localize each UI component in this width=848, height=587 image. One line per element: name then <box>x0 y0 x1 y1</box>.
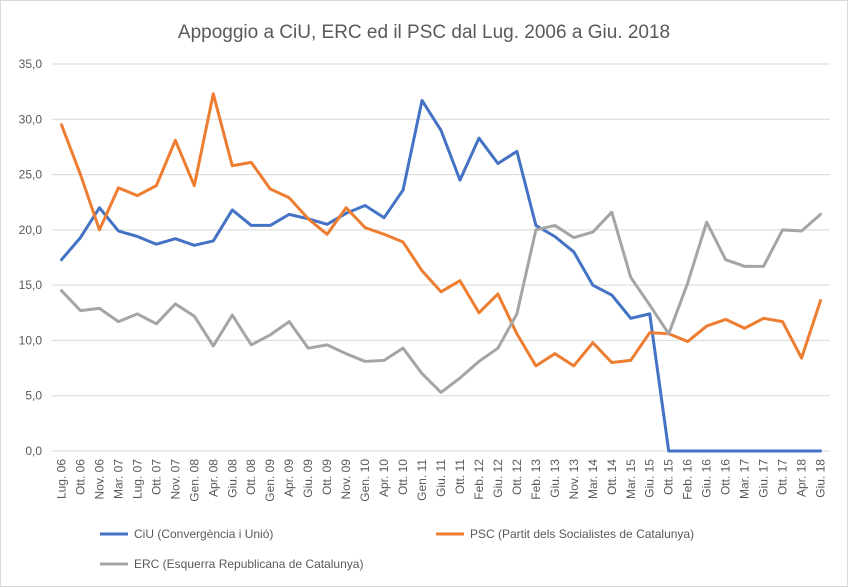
x-tick-label: Apr. 10 <box>377 459 391 497</box>
y-tick-label: 10,0 <box>19 333 43 347</box>
x-tick-label: Nov. 07 <box>168 459 182 500</box>
x-tick-label: Feb. 12 <box>472 459 486 500</box>
x-tick-label: Giu. 08 <box>225 459 239 498</box>
x-tick-label: Gen. 09 <box>263 459 277 502</box>
x-tick-label: Giu. 09 <box>301 459 315 498</box>
x-tick-label: Lug. 07 <box>130 459 144 499</box>
y-tick-label: 35,0 <box>19 57 43 71</box>
x-tick-label: Mar. 17 <box>738 459 752 499</box>
x-tick-label: Giu. 13 <box>548 459 562 498</box>
x-tick-label: Ott. 17 <box>776 459 790 495</box>
x-tick-label: Ott. 07 <box>149 459 163 495</box>
x-tick-label: Apr. 08 <box>206 459 220 497</box>
x-tick-label: Giu. 12 <box>491 459 505 498</box>
x-tick-label: Nov. 13 <box>567 459 581 500</box>
x-tick-label: Giu. 15 <box>643 459 657 498</box>
x-tick-label: Nov. 06 <box>92 459 106 500</box>
x-tick-label: Giu. 11 <box>434 459 448 497</box>
line-series <box>59 98 823 453</box>
x-tick-label: Ott. 15 <box>662 459 676 495</box>
line-series <box>59 210 823 394</box>
y-tick-label: 5,0 <box>25 389 42 403</box>
chart-title: Appoggio a CiU, ERC ed il PSC dal Lug. 2… <box>178 22 670 43</box>
x-tick-label: Mar. 07 <box>111 459 125 499</box>
x-tick-label: Giu. 16 <box>700 459 714 498</box>
x-tick-label: Ott. 14 <box>605 459 619 495</box>
y-tick-label: 15,0 <box>19 278 43 292</box>
x-tick-label: Ott. 11 <box>453 459 467 494</box>
x-tick-label: Ott. 12 <box>510 459 524 495</box>
x-tick-label: Giu. 18 <box>814 459 828 498</box>
x-tick-label: Feb. 16 <box>681 459 695 500</box>
x-tick-label: Lug. 06 <box>54 459 68 499</box>
x-tick-label: Gen. 10 <box>358 459 372 502</box>
y-tick-label: 25,0 <box>19 168 43 182</box>
x-tick-label: Ott. 16 <box>719 459 733 495</box>
x-tick-label: Ott. 10 <box>396 459 410 495</box>
x-tick-label: Mar. 15 <box>624 459 638 499</box>
x-tick-label: Mar. 14 <box>586 459 600 499</box>
x-tick-label: Gen. 11 <box>415 459 429 501</box>
legend-label: PSC (Partit dels Socialistes de Cataluny… <box>470 527 694 541</box>
x-tick-label: Gen. 08 <box>187 459 201 502</box>
x-tick-label: Ott. 09 <box>320 459 334 495</box>
legend-label: ERC (Esquerra Republicana de Catalunya) <box>134 557 363 571</box>
x-tick-label: Apr. 18 <box>795 459 809 497</box>
x-tick-label: Apr. 09 <box>282 459 296 497</box>
y-tick-label: 20,0 <box>19 223 43 237</box>
x-tick-label: Ott. 06 <box>73 459 87 495</box>
x-tick-label: Nov. 09 <box>339 459 353 500</box>
x-tick-label: Giu. 17 <box>757 459 771 498</box>
y-tick-label: 30,0 <box>19 112 43 126</box>
x-tick-label: Feb. 13 <box>529 459 543 500</box>
x-tick-label: Ott. 08 <box>244 459 258 495</box>
line-series <box>59 92 823 368</box>
y-tick-label: 0,0 <box>25 444 42 458</box>
legend-label: CiU (Convergència i Unió) <box>134 527 273 541</box>
